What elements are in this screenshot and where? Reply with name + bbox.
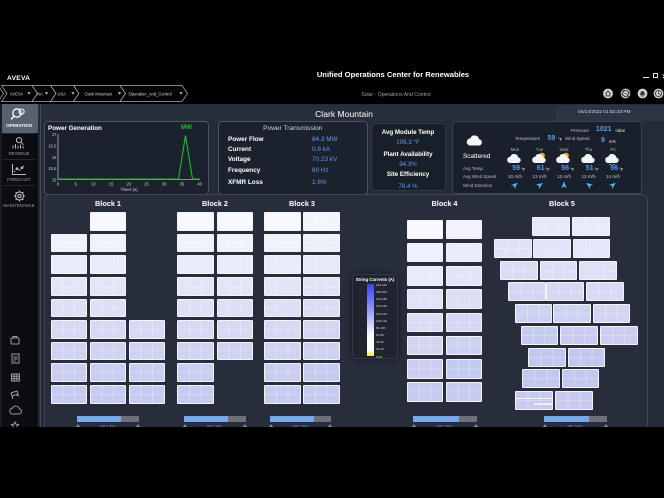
- svg-text:5: 5: [75, 182, 78, 187]
- svg-text:17: 17: [52, 132, 57, 137]
- svg-text:15.5: 15.5: [48, 166, 57, 171]
- svg-text:Times (s): Times (s): [120, 187, 138, 192]
- svg-text:15: 15: [109, 182, 114, 187]
- svg-text:40: 40: [197, 182, 202, 187]
- svg-text:25: 25: [144, 182, 149, 187]
- svg-text:20: 20: [126, 182, 131, 187]
- svg-text:AVEVA: AVEVA: [10, 91, 23, 96]
- svg-text:16: 16: [52, 155, 57, 160]
- svg-text:NA: NA: [37, 91, 43, 96]
- svg-text:Operation_And_Control: Operation_And_Control: [129, 91, 172, 96]
- svg-text:16.5: 16.5: [48, 143, 57, 148]
- svg-text:10: 10: [91, 182, 96, 187]
- svg-text:35: 35: [180, 182, 185, 187]
- svg-text:0: 0: [57, 182, 60, 187]
- svg-text:USA: USA: [58, 91, 67, 96]
- svg-text:30: 30: [162, 182, 167, 187]
- svg-text:15: 15: [52, 178, 57, 183]
- svg-text:Clark Mountain: Clark Mountain: [85, 91, 113, 96]
